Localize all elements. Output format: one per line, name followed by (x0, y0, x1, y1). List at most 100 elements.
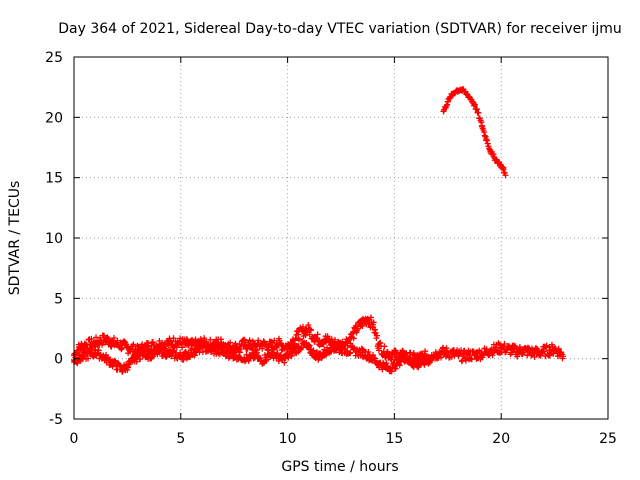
tick-labels: 0 5 10 15 20 25 -5 0 5 10 15 20 25 (45, 50, 617, 447)
y-tick-label: -5 (49, 412, 63, 428)
data-point (466, 352, 473, 359)
data-point (460, 353, 467, 360)
data-point (183, 352, 190, 359)
data-point (354, 325, 361, 332)
data-point (81, 353, 88, 360)
data-point (503, 346, 510, 353)
data-point (188, 349, 195, 356)
x-tick-label: 0 (70, 431, 79, 447)
data-point (402, 354, 409, 361)
data-point (103, 355, 110, 362)
data-point (129, 346, 136, 353)
data-point (530, 349, 537, 356)
data-point (396, 358, 403, 365)
data-point (156, 348, 163, 355)
data-point (311, 350, 318, 357)
data-point (540, 348, 547, 355)
data-point (92, 339, 99, 346)
series-markers (440, 86, 508, 176)
data-point (359, 349, 366, 356)
data-point (300, 341, 307, 348)
x-tick-label: 10 (279, 431, 297, 447)
series-2 (440, 86, 509, 179)
data-point (284, 343, 291, 350)
data-point (449, 91, 456, 98)
data-point (471, 352, 478, 359)
data-point (295, 331, 302, 338)
data-point (81, 342, 88, 349)
data-point (305, 326, 312, 333)
data-point (263, 342, 270, 349)
data-point (124, 362, 131, 369)
data-point (519, 347, 526, 354)
data-point (364, 352, 371, 359)
data-point (453, 87, 460, 94)
data-point (535, 349, 542, 356)
data-point (135, 353, 142, 360)
data-point (129, 358, 136, 365)
chart-title: Day 364 of 2021, Sidereal Day-to-day VTE… (58, 21, 622, 37)
data-point (97, 337, 104, 344)
data-point (161, 341, 168, 348)
data-point (482, 349, 489, 356)
data-point (483, 136, 490, 143)
data-point (500, 166, 507, 173)
axis-ticks (73, 56, 609, 420)
data-point (108, 359, 115, 366)
data-point (434, 350, 441, 357)
y-tick-label: 20 (45, 110, 63, 126)
data-point (476, 350, 483, 357)
data-point (236, 343, 243, 350)
data-point (487, 148, 494, 155)
data-point (119, 342, 126, 349)
data-layer (71, 86, 567, 375)
data-point (177, 339, 184, 346)
data-point (257, 358, 264, 365)
data-point (423, 358, 430, 365)
data-point (284, 353, 291, 360)
data-point (457, 86, 464, 93)
data-point (407, 359, 414, 366)
data-point (380, 348, 387, 355)
data-point (375, 360, 382, 367)
data-point (455, 352, 462, 359)
x-tick-label: 25 (599, 431, 617, 447)
data-point (391, 352, 398, 359)
data-point (247, 342, 254, 349)
data-point (172, 338, 179, 345)
data-point (289, 337, 296, 344)
data-point (428, 355, 435, 362)
data-point (273, 353, 280, 360)
data-point (450, 350, 457, 357)
y-tick-label: 25 (45, 50, 63, 66)
x-tick-label: 15 (385, 431, 403, 447)
data-point (76, 344, 83, 351)
data-point (113, 341, 120, 348)
data-point (311, 333, 318, 340)
y-tick-label: 10 (45, 231, 63, 247)
data-point (193, 347, 200, 354)
data-point (161, 349, 168, 356)
data-point (321, 336, 328, 343)
y-tick-label: 0 (54, 352, 63, 368)
data-point (343, 338, 350, 345)
data-point (113, 362, 120, 369)
data-point (370, 321, 377, 328)
data-point (252, 352, 259, 359)
data-point (199, 344, 206, 351)
data-point (97, 352, 104, 359)
data-point (524, 348, 531, 355)
data-point (380, 362, 387, 369)
data-point (172, 352, 179, 359)
data-point (498, 344, 505, 351)
y-tick-label: 15 (45, 171, 63, 187)
data-point (167, 350, 174, 357)
data-point (444, 98, 451, 105)
data-point (496, 160, 503, 167)
data-point (151, 350, 158, 357)
data-point (295, 344, 302, 351)
data-point (492, 346, 499, 353)
data-point (386, 350, 393, 357)
data-point (370, 355, 377, 362)
